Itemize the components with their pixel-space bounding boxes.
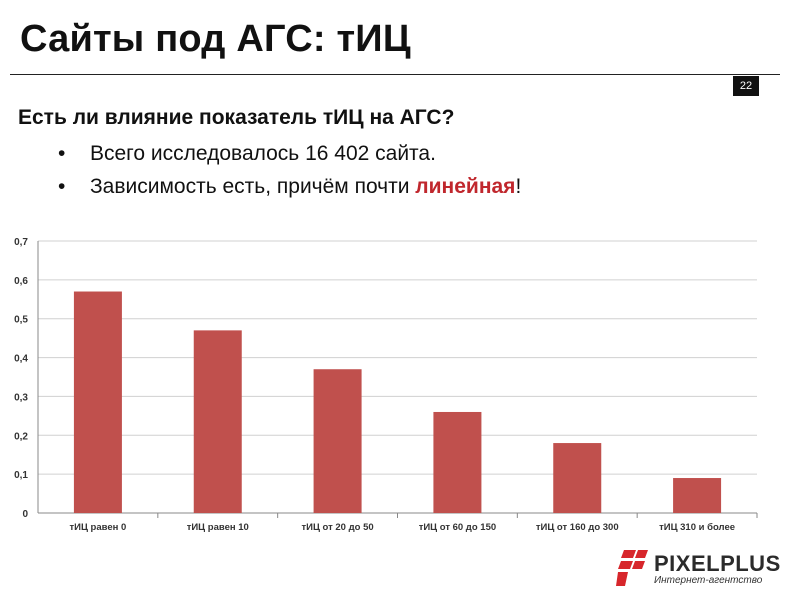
y-tick-label: 0,6 [14, 276, 28, 287]
y-tick-label: 0,1 [14, 470, 28, 481]
bullet-text-after: ! [515, 175, 522, 198]
y-tick-label: 0,5 [14, 315, 28, 326]
x-tick-label: тИЦ от 20 до 50 [301, 522, 373, 533]
y-tick-label: 0,7 [14, 237, 28, 248]
bar [673, 478, 722, 513]
question-heading: Есть ли влияние показатель тИЦ на АГС? [18, 106, 455, 129]
bullet-marker: • [58, 142, 66, 165]
x-tick-label: тИЦ от 60 до 150 [419, 522, 496, 533]
y-tick-label: 0 [22, 509, 28, 520]
x-tick-label: тИЦ равен 0 [70, 522, 127, 533]
bullet-item-1: • Всего исследовалось 16 402 сайта. [58, 140, 521, 173]
bar [313, 369, 362, 513]
bar [193, 330, 242, 513]
x-tick-label: тИЦ от 160 до 300 [536, 522, 619, 533]
bar [553, 443, 602, 513]
bar-chart: 0 0,1 0,2 0,3 0,4 0,5 0,6 0,7 тИЦ равен 0 тИЦ рав… [14, 237, 758, 533]
title-divider [10, 74, 780, 75]
page-number-badge: 22 [733, 76, 759, 96]
bar [433, 411, 482, 513]
y-tick-label: 0,2 [14, 431, 28, 442]
bullet-highlight: линейная [415, 175, 516, 198]
logo-wordmark: PIXELPLUS [654, 551, 781, 576]
pixelplus-logo: PIXELPLUS Интернет-агентство [616, 548, 786, 590]
bullet-list: • Всего исследовалось 16 402 сайта. • За… [58, 140, 521, 206]
x-tick-label: тИЦ равен 10 [187, 522, 249, 533]
y-tick-label: 0,3 [14, 392, 28, 403]
pixelplus-logo-mark-icon [616, 550, 648, 586]
y-tick-label: 0,4 [14, 354, 28, 365]
bullet-marker: • [58, 175, 66, 198]
bar [73, 291, 122, 513]
slide-title: Сайты под АГС: тИЦ [20, 18, 411, 60]
bullet-item-2: • Зависимость есть, причём почти линейна… [58, 173, 521, 206]
bullet-text-before: Зависимость есть, причём почти [90, 175, 416, 198]
bullet-text: Всего исследовалось 16 402 сайта. [90, 142, 436, 165]
x-tick-label: тИЦ 310 и более [659, 522, 735, 533]
logo-tagline: Интернет-агентство [654, 575, 763, 586]
